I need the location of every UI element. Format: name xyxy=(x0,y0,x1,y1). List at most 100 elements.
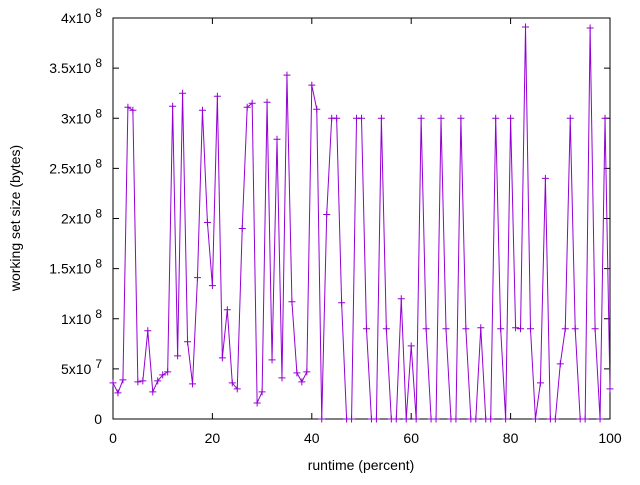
data-point xyxy=(536,379,544,387)
data-point xyxy=(422,325,430,333)
data-point xyxy=(566,114,574,122)
x-ticks: 0 20 40 60 80 100 xyxy=(109,18,622,446)
y-tick-label: 1.5x10 8 xyxy=(49,257,102,277)
data-point xyxy=(278,374,286,382)
data-point xyxy=(318,415,326,423)
data-point xyxy=(477,324,485,332)
data-point xyxy=(591,325,599,333)
y-tick-mantissa: 5x10 xyxy=(61,361,92,377)
data-point xyxy=(293,369,301,377)
data-point xyxy=(203,219,211,227)
y-tick-mantissa: 2x10 xyxy=(61,211,92,227)
data-point xyxy=(298,378,306,386)
data-point xyxy=(407,342,415,350)
data-point xyxy=(522,23,530,31)
data-point xyxy=(184,338,192,346)
y-tick-mantissa: 4x10 xyxy=(61,10,92,26)
data-point xyxy=(228,379,236,387)
data-point xyxy=(124,103,132,111)
data-point xyxy=(283,71,291,79)
data-point xyxy=(517,325,525,333)
data-point xyxy=(397,295,405,303)
data-point xyxy=(358,114,365,122)
data-point xyxy=(268,356,276,364)
y-tick-exponent: 8 xyxy=(95,207,102,221)
plot-frame xyxy=(112,17,611,420)
y-tick-mantissa: 2.5x10 xyxy=(49,160,91,176)
data-point xyxy=(273,135,281,143)
data-point xyxy=(457,114,465,122)
y-tick-exponent: 7 xyxy=(95,357,102,371)
data-point xyxy=(193,274,201,282)
data-point xyxy=(551,415,559,423)
x-tick-label: 60 xyxy=(403,430,419,446)
data-point xyxy=(233,385,241,393)
data-point xyxy=(109,379,117,387)
data-point xyxy=(164,368,172,376)
data-point xyxy=(571,325,579,333)
data-point xyxy=(114,389,122,397)
data-point xyxy=(417,114,425,122)
data-point xyxy=(581,415,589,423)
y-tick-label: 0 xyxy=(94,411,102,427)
data-point xyxy=(606,385,614,393)
data-point xyxy=(452,415,460,423)
y-tick-exponent: 8 xyxy=(95,257,102,271)
data-point xyxy=(149,388,157,396)
y-tick-label: 3.5x10 8 xyxy=(49,56,102,76)
x-tick-label: 80 xyxy=(503,430,519,446)
data-point xyxy=(154,377,162,385)
series-markers xyxy=(109,23,614,423)
data-point xyxy=(601,114,609,122)
x-axis-label: runtime (percent) xyxy=(308,457,415,473)
data-point xyxy=(492,114,500,122)
data-point xyxy=(308,81,316,89)
data-point xyxy=(362,325,370,333)
data-point xyxy=(313,105,321,113)
y-tick-mantissa: 0 xyxy=(94,411,102,427)
y-tick-label: 3x10 8 xyxy=(61,106,102,126)
y-tick-exponent: 8 xyxy=(95,6,102,20)
y-tick-exponent: 8 xyxy=(95,156,102,170)
data-point xyxy=(432,415,440,423)
data-point xyxy=(472,415,480,423)
y-tick-label: 5x10 7 xyxy=(61,357,102,377)
data-point xyxy=(377,114,385,122)
y-tick-label: 2.5x10 8 xyxy=(49,156,102,176)
data-point xyxy=(208,282,216,290)
data-point xyxy=(159,371,167,379)
data-point xyxy=(596,415,604,423)
data-point xyxy=(382,325,390,333)
data-point xyxy=(586,24,594,32)
data-point xyxy=(372,415,380,423)
data-point xyxy=(526,325,534,333)
data-point xyxy=(258,388,266,396)
data-point xyxy=(223,306,231,314)
data-point xyxy=(507,114,515,122)
x-tick-label: 20 xyxy=(205,430,221,446)
data-point xyxy=(556,360,564,368)
data-point xyxy=(437,114,445,122)
data-point xyxy=(144,327,152,335)
data-point xyxy=(531,415,539,423)
data-point xyxy=(338,299,346,307)
data-point xyxy=(169,102,177,110)
data-point xyxy=(248,99,256,107)
series-line xyxy=(112,26,611,420)
data-point xyxy=(218,354,226,362)
data-point xyxy=(253,399,261,407)
data-point xyxy=(323,210,331,218)
data-point xyxy=(348,415,356,423)
data-point xyxy=(119,376,127,384)
y-tick-mantissa: 1.5x10 xyxy=(49,261,91,277)
x-tick-label: 100 xyxy=(598,430,622,446)
data-point xyxy=(541,174,549,182)
data-point xyxy=(392,415,400,423)
data-point xyxy=(497,325,505,333)
y-tick-label: 4x10 8 xyxy=(61,6,102,26)
y-tick-mantissa: 3.5x10 xyxy=(49,60,91,76)
data-point xyxy=(129,106,137,114)
y-tick-exponent: 8 xyxy=(95,106,102,120)
